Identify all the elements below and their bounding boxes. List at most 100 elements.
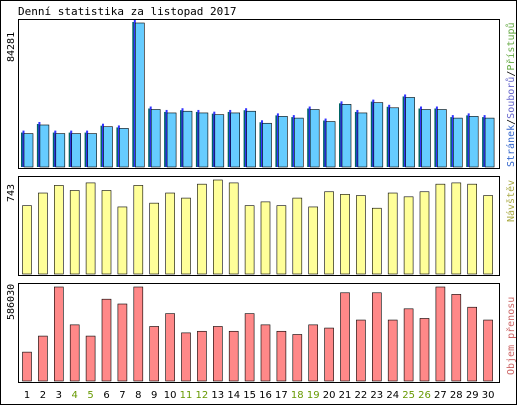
label-sep-1: / bbox=[506, 119, 517, 125]
files-bar bbox=[356, 109, 359, 167]
pages-bar bbox=[450, 117, 453, 167]
volume-bar bbox=[324, 327, 334, 382]
day-label: 23 bbox=[370, 390, 383, 401]
hits-bar bbox=[230, 112, 240, 168]
volume-bar bbox=[117, 303, 128, 382]
volume-bar bbox=[53, 286, 64, 382]
files-bar bbox=[38, 121, 41, 167]
pages-bar bbox=[21, 132, 23, 167]
visits-bar bbox=[403, 196, 414, 275]
files-bar bbox=[54, 130, 57, 167]
visits-bar bbox=[22, 205, 32, 275]
files-bar bbox=[102, 123, 104, 167]
pages-bar bbox=[434, 108, 437, 167]
visits-bar bbox=[340, 193, 350, 275]
visits-bar bbox=[451, 182, 462, 275]
visits-bar bbox=[324, 191, 334, 275]
day-label: 1 bbox=[24, 390, 30, 401]
hits-bar bbox=[214, 114, 225, 168]
files-bar bbox=[229, 109, 232, 167]
hits-bar bbox=[484, 117, 495, 168]
files-bar bbox=[292, 115, 295, 167]
visits-bar bbox=[356, 195, 366, 275]
volume-bar bbox=[197, 330, 207, 382]
hits-panel-frame bbox=[18, 19, 500, 169]
pages-bar bbox=[291, 117, 294, 167]
pages-bar bbox=[100, 125, 103, 167]
files-bar bbox=[213, 111, 216, 167]
hits-bar bbox=[166, 112, 177, 168]
pages-bar bbox=[307, 108, 310, 167]
visits-bar bbox=[387, 192, 398, 275]
visits-bar bbox=[371, 207, 382, 275]
day-label: 16 bbox=[259, 390, 272, 401]
day-label: 14 bbox=[227, 390, 240, 401]
files-bar bbox=[181, 108, 184, 167]
hits-max-label: 84281 bbox=[6, 32, 17, 62]
pages-bar bbox=[466, 115, 469, 167]
visits-side-label: Návštěv bbox=[505, 180, 517, 222]
day-label: 12 bbox=[196, 390, 209, 401]
hits-bars bbox=[21, 20, 495, 168]
files-bar bbox=[388, 104, 391, 167]
volume-bar bbox=[340, 292, 350, 382]
pages-bar bbox=[195, 111, 198, 167]
day-label: 15 bbox=[243, 390, 256, 401]
day-label: 21 bbox=[339, 390, 352, 401]
day-label: 10 bbox=[164, 390, 177, 401]
day-label: 17 bbox=[275, 390, 288, 401]
pages-bar bbox=[52, 132, 55, 167]
files-bar bbox=[435, 106, 438, 167]
volume-bar bbox=[292, 334, 303, 382]
volume-panel-frame bbox=[18, 283, 500, 383]
day-label: 9 bbox=[151, 390, 157, 401]
pages-bar bbox=[259, 122, 262, 167]
visits-bar bbox=[292, 197, 303, 275]
day-label: 11 bbox=[180, 390, 193, 401]
volume-bar bbox=[467, 306, 478, 382]
visits-bar bbox=[308, 206, 319, 275]
label-pages: Stránek bbox=[505, 125, 517, 167]
hits-bar bbox=[325, 121, 336, 168]
files-bar bbox=[451, 115, 454, 167]
files-bar bbox=[404, 94, 407, 167]
pages-bar bbox=[180, 110, 182, 167]
files-bar bbox=[467, 113, 470, 167]
files-bar bbox=[324, 118, 327, 167]
visits-bar bbox=[133, 185, 144, 275]
hits-bar bbox=[71, 133, 81, 168]
volume-bar bbox=[85, 335, 96, 382]
volume-bar bbox=[133, 286, 144, 382]
files-bar bbox=[22, 130, 25, 167]
hits-bar bbox=[357, 112, 368, 168]
volume-bar bbox=[244, 313, 255, 382]
volume-bar bbox=[308, 324, 319, 382]
pages-bar bbox=[84, 132, 87, 167]
hits-bar bbox=[293, 117, 304, 168]
visits-max-label: 743 bbox=[6, 184, 17, 202]
day-labels: 1 2 3 4 5 6 7 8 9 10 11 12 13 14 15 16 17 18 19 20 21 22 23 24 2… bbox=[24, 390, 495, 401]
visits-bar bbox=[38, 192, 48, 275]
volume-bar bbox=[213, 326, 223, 382]
pages-bar bbox=[132, 22, 135, 167]
hits-bar bbox=[262, 122, 272, 168]
visits-bar bbox=[483, 195, 493, 275]
day-label: 4 bbox=[72, 390, 78, 401]
files-bar bbox=[483, 115, 486, 167]
label-sep-2: / bbox=[506, 71, 517, 77]
label-hits: Přístupů bbox=[505, 22, 517, 70]
visits-panel-frame bbox=[18, 176, 500, 276]
volume-bar bbox=[228, 330, 239, 382]
volume-bar bbox=[276, 330, 287, 382]
hits-bar bbox=[246, 110, 256, 168]
pages-bar bbox=[227, 111, 230, 167]
volume-bar bbox=[356, 319, 366, 382]
day-label: 29 bbox=[466, 390, 479, 401]
visits-bar bbox=[53, 185, 64, 275]
volume-bar bbox=[403, 308, 414, 382]
pages-bar bbox=[323, 120, 326, 167]
visits-bar bbox=[435, 183, 446, 275]
day-label: 25 bbox=[402, 390, 415, 401]
volume-side-label: Objem přenosu bbox=[505, 297, 517, 375]
